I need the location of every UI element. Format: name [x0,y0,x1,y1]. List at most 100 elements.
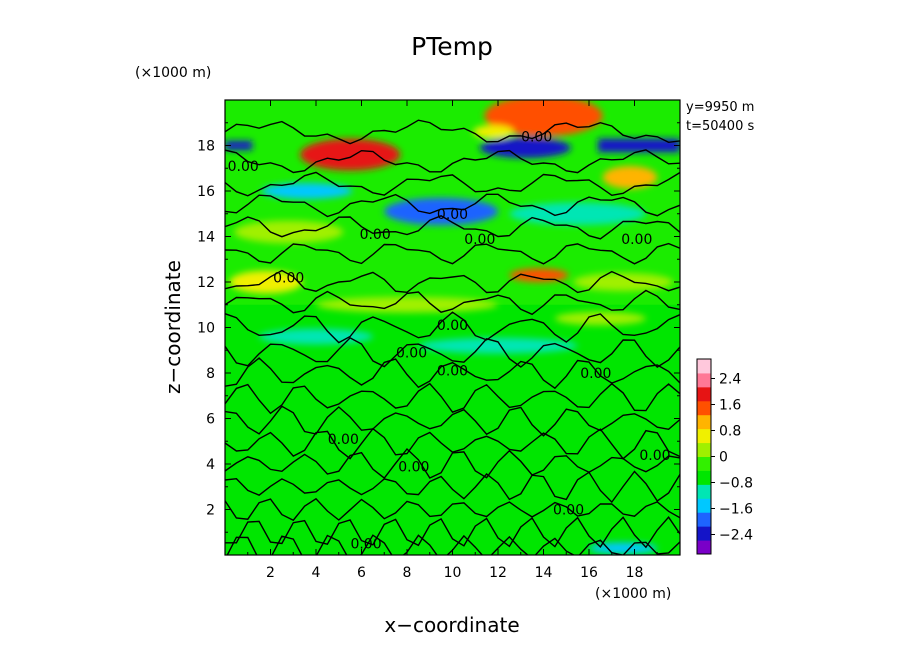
chart-title: PTemp [411,32,493,61]
x-tick-label: 12 [489,565,507,581]
contour-label: 0.00 [437,364,468,380]
x-tick-label: 18 [626,565,644,581]
contour-lines [225,119,680,555]
anomaly-region [602,165,658,189]
y-tick-label: 6 [206,412,215,428]
contour-label: 0.00 [396,346,427,362]
anomaly-region [509,202,646,226]
anomaly-region [225,140,253,151]
colorbar-segment [697,540,711,555]
colorbar-tick-label: −2.4 [719,528,753,544]
y-tick-label: 4 [206,457,215,473]
time-annotation: t=50400 s [686,119,754,134]
contour-label: 0.00 [553,503,584,519]
anomaly-region [261,183,353,199]
contour-label: 0.00 [639,448,670,464]
anomaly-region [300,138,401,171]
colorbar-segment [697,442,711,457]
colorbar-segment [697,470,711,485]
contour-label: 0.00 [228,159,259,175]
anomaly-region [234,220,344,244]
contour-label: 0.00 [273,270,304,286]
contour-line [225,405,680,437]
colorbar-segment [697,512,711,527]
anomaly-region [554,311,646,326]
contour-line [225,311,680,344]
contour-line [225,269,680,294]
contour-label: 0.00 [328,432,359,448]
x-axis-label: x−coordinate [384,613,519,637]
y-tick-label: 14 [197,230,215,246]
y-tick-label: 18 [197,139,215,155]
contour-line [225,337,680,368]
anomaly-region [589,542,658,554]
contour-line [225,382,680,415]
contour-line [225,289,680,316]
contour-label: 0.00 [398,459,429,475]
anomaly-region [472,125,514,139]
x-tick-label: 14 [535,565,553,581]
colorbar-segment [697,400,711,416]
contour-labels: 0.00 0.00 0.00 0.00 0.00 0.00 0.00 0.00 0.00 0.00… [228,129,671,552]
x-unit-label: (×1000 m) [595,586,671,602]
colorbar-segment [697,456,711,471]
colorbar-segment [697,372,711,388]
colorbar-tick-label: 0 [719,450,728,466]
anomaly-region [384,197,498,226]
contour-label: 0.00 [360,227,391,243]
y-unit-label: (×1000 m) [135,65,211,81]
x-tick-label: 8 [403,565,412,581]
colorbar-segment [697,414,711,430]
contour-line [225,215,680,240]
x-tick-label: 16 [580,565,598,581]
contour-label: 0.00 [464,232,495,248]
y-tick-label: 16 [197,184,215,200]
contour-line [225,149,680,174]
colorbar-segment [697,484,711,499]
contour-line [225,242,680,265]
x-tick-label: 10 [444,565,462,581]
colorbar: 2.4 1.6 0.8 0 −0.8 −1.6 −2.4 [696,358,753,555]
x-tick-label: 4 [312,565,321,581]
colorbar-tick-label: −0.8 [719,476,753,492]
contour-line [225,119,680,145]
x-tick-label: 2 [266,565,275,581]
anomaly-region [573,272,674,292]
contour-line [225,497,680,522]
anomaly-region [509,268,569,282]
colorbar-segment [697,526,711,541]
anomaly-region [598,138,680,153]
colorbar-segment [697,386,711,402]
contour-label: 0.00 [437,318,468,334]
colorbar-tick-label: −1.6 [719,502,753,518]
axes: 2 4 6 8 10 12 14 16 18 2 4 6 8 10 12 14 16 18 [197,100,680,581]
y-tick-label: 12 [197,275,215,291]
colorbar-segment [697,498,711,513]
anomaly-region [418,337,578,354]
contour-label: 0.00 [350,537,381,553]
colorbar-tick-label: 1.6 [719,398,741,414]
anomaly-region [316,296,498,313]
colorbar-segment [697,428,711,444]
y-tick-label: 10 [197,321,215,337]
colorbar-tick-label: 0.8 [719,424,741,440]
colorbar-tick-label: 2.4 [719,372,741,388]
contour-label: 0.00 [437,207,468,223]
anomaly-region [484,100,603,137]
y-tick-label: 2 [206,503,215,519]
contour-line [225,171,680,197]
heatmap-field [225,100,680,555]
contour-label: 0.00 [621,232,652,248]
contour-line [225,357,680,390]
y-position-annotation: y=9950 m [686,100,754,115]
y-tick-label: 8 [206,366,215,382]
contour-label: 0.00 [580,366,611,382]
contour-line [225,470,680,504]
anomaly-region [259,328,373,345]
contour-line [225,516,680,549]
anomaly-region [229,270,303,294]
contour-label: 0.00 [521,129,552,145]
contour-line [225,447,680,480]
contour-line [225,193,680,218]
